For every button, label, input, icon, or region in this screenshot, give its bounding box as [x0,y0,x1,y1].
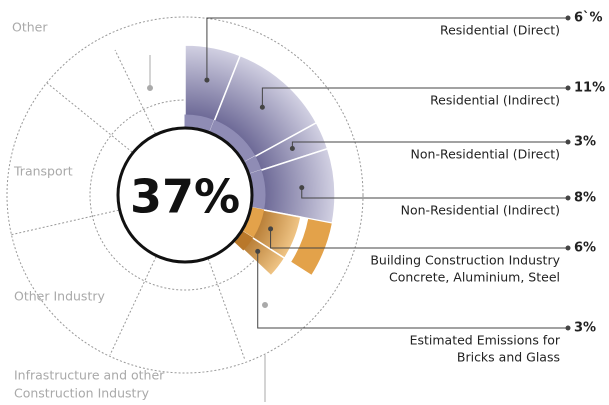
category-label: Non-Residential (Direct) [411,147,560,162]
leader-line [206,17,568,81]
other-label: Construction Industry [14,386,150,401]
leader-dot [259,104,265,110]
leader-line [270,228,568,249]
value-label: 11% [574,81,605,96]
value-label: 6`% [574,11,603,26]
leader-end [565,85,571,91]
pointer-dot [147,85,153,91]
sectors [184,44,336,277]
leader-end [565,195,571,201]
pointer-dot [262,302,268,308]
value-label: 6% [574,241,596,256]
category-label: Building Construction Industry [370,253,560,268]
leader-end [565,245,571,251]
category-label: Concrete, Aluminium, Steel [389,270,560,285]
leader-end [565,15,571,21]
leader-dot [299,185,305,191]
category-label: Residential (Indirect) [430,93,560,108]
leader-dot [255,248,261,254]
other-label: Other [12,20,48,35]
leader-dot [289,146,295,152]
leader-line [261,87,568,108]
other-pointers [147,55,268,402]
other-label: Infrastructure and other [14,368,165,383]
center-circle [116,126,254,264]
leader-end [565,325,571,331]
value-label: 3% [574,135,596,150]
category-label: Estimated Emissions for [410,333,561,348]
sector-outer-band [289,217,333,277]
leader-end [565,139,571,145]
leader-dot [268,226,274,232]
leader-line [301,187,568,199]
value-label: 3% [574,321,596,336]
category-label: Non-Residential (Indirect) [401,203,560,218]
leader-dot [204,77,210,83]
leader-line [257,251,568,329]
other-label: Other Industry [14,289,105,304]
other-label: Transport [13,164,73,179]
value-label: 8% [574,191,596,206]
divider [114,49,186,196]
category-label: Bricks and Glass [457,350,560,365]
category-label: Residential (Direct) [440,23,560,38]
outer-ring [6,16,364,374]
center-label: 37% [130,170,240,224]
